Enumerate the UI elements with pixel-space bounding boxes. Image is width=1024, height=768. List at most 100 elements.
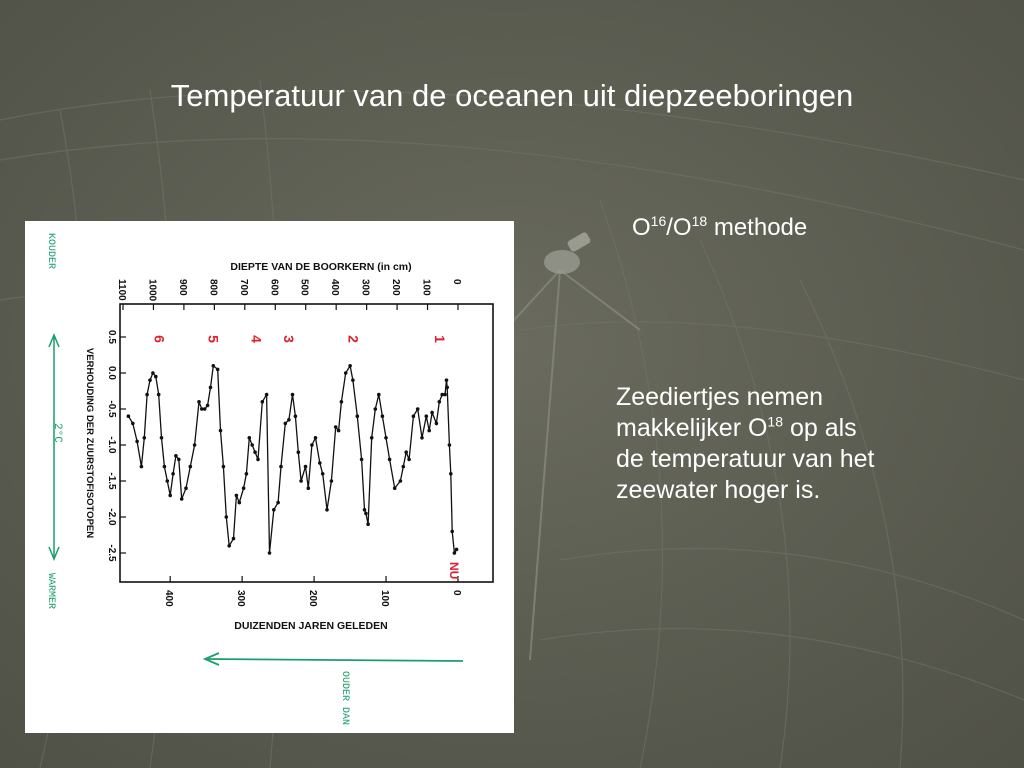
- data-point: [241, 486, 246, 491]
- data-point: [306, 486, 311, 491]
- peak-label: 4: [249, 335, 265, 343]
- y-tick-label: 0.0: [106, 366, 117, 380]
- data-point: [151, 371, 155, 375]
- data-point: [279, 464, 283, 469]
- data-point: [142, 436, 147, 440]
- method-mass-b: 18: [691, 213, 708, 229]
- warmer-label: WARMER: [45, 573, 56, 609]
- data-point: [168, 493, 172, 498]
- data-point: [445, 385, 450, 390]
- data-point: [256, 457, 260, 462]
- plot-frame: [119, 303, 494, 583]
- top-tick-label: 200: [390, 279, 401, 296]
- description-line-2: makkelijker O18 op als: [616, 413, 936, 444]
- data-point: [227, 544, 231, 548]
- data-point: [299, 479, 303, 483]
- colder-label: KOUDER: [45, 233, 56, 269]
- data-point: [290, 392, 295, 397]
- data-point: [224, 515, 229, 519]
- data-point: [264, 392, 269, 397]
- y-tick-label: -0.5: [106, 400, 117, 418]
- data-point: [131, 421, 135, 426]
- two-degrees-label: 2°C: [51, 423, 63, 443]
- top-tick-label: 1100: [116, 279, 127, 301]
- data-point: [325, 508, 329, 512]
- data-point: [139, 464, 144, 469]
- data-point: [287, 418, 291, 422]
- description-line-2-post: op als: [783, 414, 857, 442]
- data-point: [165, 479, 170, 483]
- top-tick-label: 1000: [146, 279, 157, 302]
- data-point: [145, 392, 149, 397]
- data-point: [202, 407, 207, 411]
- y-tick-label: 0.5: [106, 330, 117, 344]
- method-mass-a: 16: [650, 213, 667, 229]
- data-point: [303, 464, 308, 469]
- data-point: [237, 500, 242, 505]
- data-point: [430, 410, 434, 415]
- data-point: [177, 457, 181, 462]
- data-point: [192, 443, 197, 447]
- data-point: [283, 421, 288, 426]
- data-point: [407, 457, 411, 462]
- data-point: [218, 428, 223, 433]
- data-point: [450, 529, 455, 534]
- data-point: [387, 457, 392, 462]
- data-point: [420, 436, 424, 440]
- temperature-arrow-head-up: [48, 333, 60, 348]
- data-point: [293, 414, 298, 418]
- data-point: [424, 414, 429, 418]
- data-point: [411, 414, 416, 418]
- data-point: [253, 450, 257, 454]
- data-point: [351, 378, 355, 382]
- description-line-2-pre: makkelijker O: [616, 414, 768, 442]
- x-tick-label: 0: [451, 590, 462, 596]
- data-point: [276, 500, 280, 505]
- data-point: [184, 486, 188, 491]
- top-tick-label: 900: [177, 279, 188, 296]
- now-label: NU: [447, 562, 461, 579]
- y-axis-label: VERHOUDING DER ZUURSTOFISOTOPEN: [84, 348, 95, 538]
- data-point: [250, 443, 254, 447]
- data-point: [377, 392, 381, 397]
- x-tick-label: 400: [163, 590, 174, 607]
- data-point: [444, 378, 449, 382]
- data-point: [336, 428, 341, 433]
- data-point: [355, 414, 360, 418]
- data-point: [427, 428, 432, 433]
- data-point: [366, 522, 370, 526]
- description-line-2-sup: 18: [767, 413, 783, 430]
- data-point: [215, 367, 220, 372]
- data-point: [296, 450, 301, 454]
- method-isotope-b: O: [672, 214, 692, 241]
- top-tick-label: 400: [329, 279, 340, 296]
- data-point: [135, 439, 139, 444]
- data-point: [171, 472, 175, 476]
- data-point: [221, 464, 226, 469]
- peak-label: 6: [151, 335, 167, 343]
- data-point: [179, 497, 184, 501]
- time-arrow-head: [202, 652, 220, 666]
- data-point: [234, 493, 239, 498]
- data-point: [162, 464, 167, 469]
- data-point: [415, 407, 420, 411]
- slide-title: Temperatuur van de oceanen uit diepzeebo…: [170, 78, 854, 113]
- top-tick-label: 800: [207, 279, 218, 296]
- data-point: [404, 450, 409, 454]
- data-point: [244, 472, 249, 476]
- data-point: [231, 536, 236, 541]
- data-point: [339, 400, 344, 404]
- data-point: [437, 400, 442, 404]
- data-point: [313, 436, 318, 440]
- peak-label: 5: [205, 335, 221, 343]
- temperature-arrow-head-down: [48, 546, 60, 561]
- peak-label: 3: [281, 335, 297, 343]
- data-point: [205, 403, 210, 408]
- data-point: [443, 392, 447, 397]
- top-tick-label: 500: [299, 279, 310, 296]
- x-tick-label: 300: [235, 590, 246, 607]
- older-than-label: OUDER DAN: [339, 671, 350, 725]
- data-point: [148, 378, 152, 382]
- top-axis-label: DIEPTE VAN DE BOORKERN (in cm): [230, 261, 411, 273]
- data-point: [154, 374, 158, 379]
